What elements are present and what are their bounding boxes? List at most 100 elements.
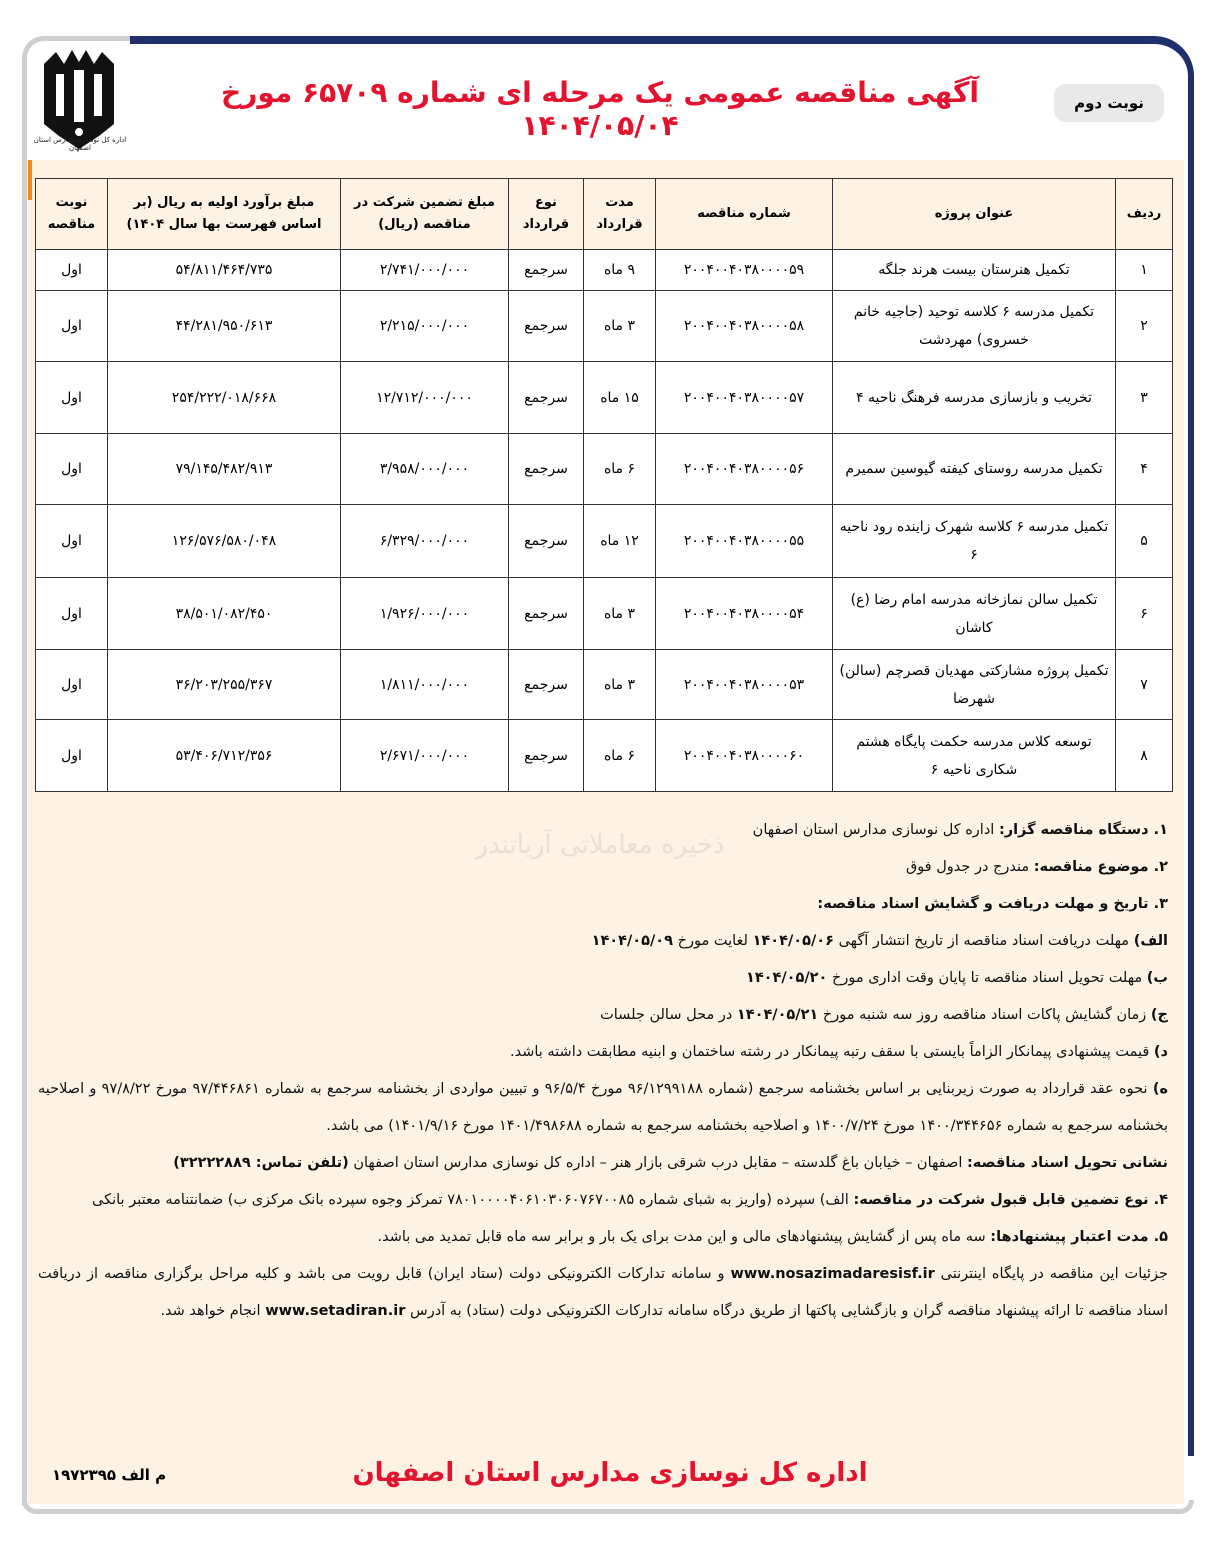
logo-caption: اداره کل نوسازی مدارس استان اصفهان	[33, 136, 127, 152]
table-row: ۶ تکمیل سالن نمازخانه مدرسه امام رضا (ع) …	[35, 577, 1173, 650]
cell-guarantee: ۶/۳۲۹/۰۰۰/۰۰۰	[340, 504, 509, 578]
address-label: نشانی تحویل اسناد مناقصه:	[966, 1155, 1168, 1171]
cell-estimate: ۴۴/۲۸۱/۹۵۰/۶۱۳	[107, 290, 341, 362]
cell-number: ۲۰۰۴۰۰۴۰۳۸۰۰۰۰۵۵	[655, 504, 833, 578]
table-row: ۲ تکمیل مدرسه ۶ کلاسه توحید (حاجیه خانم خ…	[35, 290, 1173, 362]
cell-duration: ۳ ماه	[583, 649, 656, 720]
cell-type: سرجمع	[508, 249, 584, 291]
col-header-type: نوع قرارداد	[508, 178, 584, 250]
cell-number: ۲۰۰۴۰۰۴۰۳۸۰۰۰۰۵۸	[655, 290, 833, 362]
cell-estimate: ۷۹/۱۴۵/۴۸۲/۹۱۳	[107, 433, 341, 505]
col-header-guarantee: مبلغ تضمین شرکت در مناقصه (ریال)	[340, 178, 509, 250]
cell-number: ۲۰۰۴۰۰۴۰۳۸۰۰۰۰۵۹	[655, 249, 833, 291]
cell-title: تکمیل مدرسه روستای کیفته گیوسین سمیرم	[832, 433, 1116, 505]
cell-estimate: ۵۴/۸۱۱/۴۶۴/۷۳۵	[107, 249, 341, 291]
item-3c: ج) زمان گشایش پاکات اسناد مناقصه روز سه …	[38, 997, 1168, 1034]
publication-code: م الف ۱۹۷۲۳۹۵	[52, 1466, 167, 1484]
table-header-row: ردیف عنوان پروژه شماره مناقصه مدت قراردا…	[35, 178, 1173, 250]
cell-round: اول	[35, 504, 108, 578]
cell-round: اول	[35, 719, 108, 792]
final-note-text-3: انجام خواهد شد.	[160, 1303, 266, 1319]
item-5-label: ۵. مدت اعتبار پیشنهادها:	[990, 1229, 1168, 1245]
page-title: آگهی مناقصه عمومی یک مرحله ای شماره ۶۵۷۰…	[221, 76, 979, 142]
item-3b-label: ب)	[1146, 970, 1168, 986]
cell-number: ۲۰۰۴۰۰۴۰۳۸۰۰۰۰۶۰	[655, 719, 833, 792]
table-row: ۵ تکمیل مدرسه ۶ کلاسه شهرک زاینده رود ناح…	[35, 504, 1173, 578]
website-link[interactable]: www.nosazimadaresisf.ir	[730, 1266, 935, 1282]
cell-round: اول	[35, 577, 108, 650]
item-3e: ه) نحوه عقد قرارداد به صورت زیربنایی بر …	[38, 1071, 1168, 1145]
cell-title: تکمیل مدرسه ۶ کلاسه شهرک زاینده رود ناحی…	[832, 504, 1116, 578]
item-3a-date-start: ۱۴۰۴/۰۵/۰۶	[752, 933, 834, 949]
frame-left	[22, 36, 132, 1506]
cell-title: تکمیل سالن نمازخانه مدرسه امام رضا (ع) ک…	[832, 577, 1116, 650]
cell-type: سرجمع	[508, 290, 584, 362]
item-2: ۲. موضوع مناقصه: مندرج در جدول فوق	[38, 849, 1168, 886]
cell-round: اول	[35, 433, 108, 505]
cell-title: تکمیل هنرستان بیست هرند جلگه	[832, 249, 1116, 291]
cell-guarantee: ۱/۸۱۱/۰۰۰/۰۰۰	[340, 649, 509, 720]
item-3a: الف) مهلت دریافت اسناد مناقصه از تاریخ ا…	[38, 923, 1168, 960]
cell-guarantee: ۲/۲۱۵/۰۰۰/۰۰۰	[340, 290, 509, 362]
item-1: ۱. دستگاه مناقصه گزار: اداره کل نوسازی م…	[38, 812, 1168, 849]
item-3d: د) قیمت پیشنهادی پیمانکار الزاماً بایستی…	[38, 1034, 1168, 1071]
col-header-row-number: ردیف	[1115, 178, 1173, 250]
final-note-text-1: جزئیات این مناقصه در پایگاه اینترنتی	[934, 1266, 1168, 1282]
cell-estimate: ۵۳/۴۰۶/۷۱۲/۳۵۶	[107, 719, 341, 792]
cell-duration: ۳ ماه	[583, 577, 656, 650]
item-3d-label: د)	[1153, 1044, 1168, 1060]
table-body: ۱ تکمیل هنرستان بیست هرند جلگه ۲۰۰۴۰۰۴۰۳۸۰…	[35, 249, 1173, 792]
item-3a-date-end: ۱۴۰۴/۰۵/۰۹	[591, 933, 674, 949]
item-3-label: ۳. تاریخ و مهلت دریافت و گشایش اسناد منا…	[817, 896, 1168, 912]
cell-title: تکمیل مدرسه ۶ کلاسه توحید (حاجیه خانم خس…	[832, 290, 1116, 362]
address-text: اصفهان – خیابان باغ گلدسته – مقابل درب ش…	[348, 1155, 967, 1171]
tender-table: ردیف عنوان پروژه شماره مناقصه مدت قراردا…	[35, 178, 1173, 792]
cell-type: سرجمع	[508, 577, 584, 650]
cell-title: تخریب و بازسازی مدرسه فرهنگ ناحیه ۴	[832, 361, 1116, 434]
col-header-round: نوبت مناقصه	[35, 178, 108, 250]
cell-duration: ۹ ماه	[583, 249, 656, 291]
cell-round: اول	[35, 290, 108, 362]
cell-row: ۷	[1115, 649, 1173, 720]
cell-row: ۶	[1115, 577, 1173, 650]
item-3a-text: مهلت دریافت اسناد مناقصه از تاریخ انتشار…	[833, 933, 1134, 949]
cell-row: ۲	[1115, 290, 1173, 362]
cell-number: ۲۰۰۴۰۰۴۰۳۸۰۰۰۰۵۴	[655, 577, 833, 650]
item-4-label: ۴. نوع تضمین قابل قبول شرکت در مناقصه:	[853, 1192, 1168, 1208]
cell-estimate: ۳۸/۵۰۱/۰۸۲/۴۵۰	[107, 577, 341, 650]
cell-type: سرجمع	[508, 504, 584, 578]
setad-link[interactable]: www.setadiran.ir	[265, 1303, 406, 1319]
item-3: ۳. تاریخ و مهلت دریافت و گشایش اسناد منا…	[38, 886, 1168, 923]
item-3a-mid: لغایت مورخ	[673, 933, 753, 949]
item-3c-label: ج)	[1150, 1007, 1168, 1023]
cell-guarantee: ۱/۹۲۶/۰۰۰/۰۰۰	[340, 577, 509, 650]
item-2-text: مندرج در جدول فوق	[905, 859, 1034, 875]
footer-organization: اداره کل نوسازی مدارس استان اصفهان	[352, 1458, 868, 1488]
item-3e-label: ه)	[1152, 1081, 1168, 1097]
cell-round: اول	[35, 649, 108, 720]
cell-number: ۲۰۰۴۰۰۴۰۳۸۰۰۰۰۵۳	[655, 649, 833, 720]
item-1-label: ۱. دستگاه مناقصه گزار:	[998, 822, 1168, 838]
cell-duration: ۳ ماه	[583, 290, 656, 362]
col-header-title: عنوان پروژه	[832, 178, 1116, 250]
cell-title: تکمیل پروژه مشارکتی مهدیان قصرچم (سالن) …	[832, 649, 1116, 720]
cell-row: ۱	[1115, 249, 1173, 291]
table-row: ۷ تکمیل پروژه مشارکتی مهدیان قصرچم (سالن)…	[35, 649, 1173, 720]
col-header-estimate: مبلغ برآورد اولیه به ریال (بر اساس فهرست…	[107, 178, 341, 250]
cell-guarantee: ۱۲/۷۱۲/۰۰۰/۰۰۰	[340, 361, 509, 434]
cell-row: ۸	[1115, 719, 1173, 792]
final-note-text-2: و سامانه تدارکات الکترونیکی دولت (ستاد ا…	[38, 1266, 1168, 1319]
cell-number: ۲۰۰۴۰۰۴۰۳۸۰۰۰۰۵۶	[655, 433, 833, 505]
item-3d-text: قیمت پیشنهادی پیمانکار الزاماً بایستی با…	[509, 1044, 1154, 1060]
item-2-label: ۲. موضوع مناقصه:	[1033, 859, 1168, 875]
cell-duration: ۱۵ ماه	[583, 361, 656, 434]
item-3e-text: نحوه عقد قرارداد به صورت زیربنایی بر اسا…	[38, 1081, 1168, 1134]
cell-number: ۲۰۰۴۰۰۴۰۳۸۰۰۰۰۵۷	[655, 361, 833, 434]
cell-estimate: ۲۵۴/۲۲۲/۰۱۸/۶۶۸	[107, 361, 341, 434]
item-3a-label: الف)	[1133, 933, 1168, 949]
item-3c-end: در محل سالن جلسات	[600, 1007, 737, 1023]
item-3c-date: ۱۴۰۴/۰۵/۲۱	[736, 1007, 819, 1023]
cell-duration: ۶ ماه	[583, 433, 656, 505]
phone-number: (تلفن تماس: ۳۲۲۲۲۸۸۹)	[173, 1155, 349, 1171]
frame-right	[130, 36, 1194, 1456]
